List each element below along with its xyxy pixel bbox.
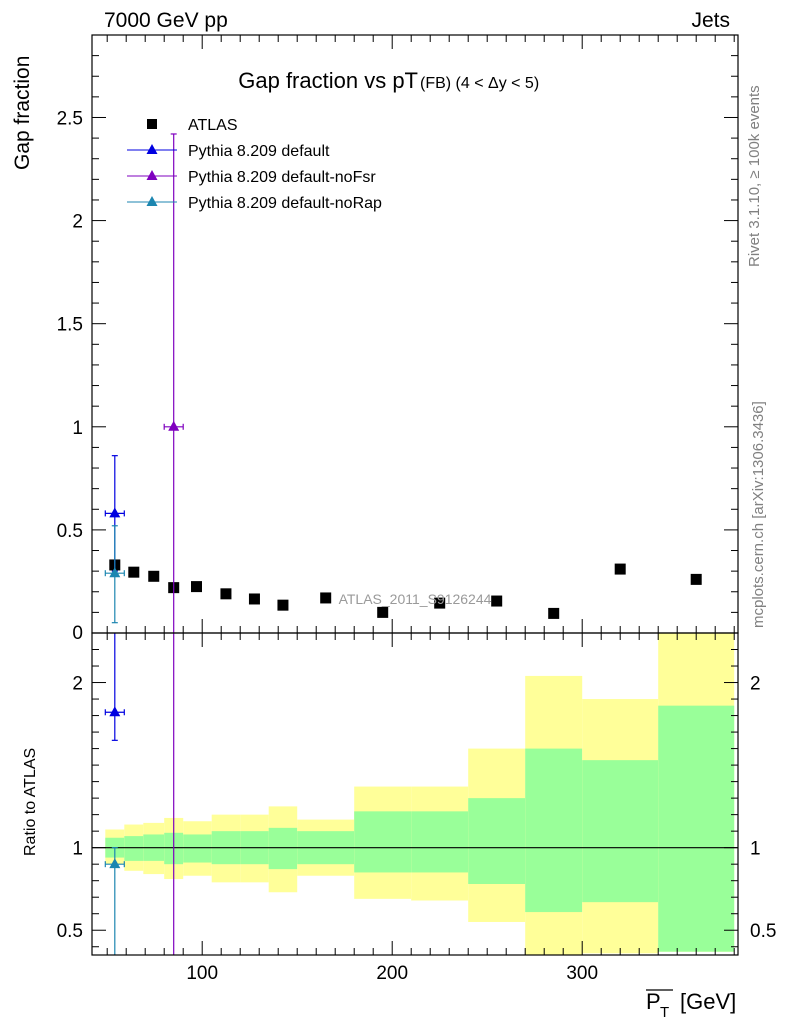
legend-label-atlas: ATLAS	[188, 117, 238, 134]
legend-marker-norap	[146, 196, 158, 206]
atlas-data-point-8	[320, 592, 332, 604]
main-ytick-label-1: 1	[72, 418, 83, 439]
atlas-data-point-5	[220, 588, 232, 600]
tick-labels: 0.5 1 1.5 2 2.5 0 0.5 0.5 1 1 2 2 100 200 300	[57, 108, 777, 984]
ratio-point-s0-0	[109, 706, 121, 717]
atlas-data-point-7	[277, 599, 289, 611]
plot-frames	[91, 34, 739, 956]
main-ytick-label-4: 2.5	[57, 108, 83, 129]
plot-title-suffix: (FB) (4 < Δy < 5)	[420, 75, 539, 92]
legend-marker-default	[146, 144, 158, 154]
analysis-watermark: ATLAS_2011_S9126244	[339, 591, 492, 607]
ratio-ytick-label-left-0: 0.5	[57, 921, 83, 942]
atlas-data-point-10	[434, 597, 446, 609]
header-left: 7000 GeV pp	[104, 9, 228, 32]
atlas-data-point-12	[548, 607, 560, 619]
mc-point-s2-0	[168, 420, 180, 431]
stat-uncertainty-band-13	[582, 760, 659, 903]
axis-ticks	[92, 34, 738, 955]
legend-label-norap: Pythia 8.209 default-noRap	[188, 195, 382, 212]
stat-uncertainty-band-7	[268, 827, 298, 870]
ratio-ytick-label-right-2: 2	[750, 674, 761, 695]
ratio-error-bands	[105, 633, 735, 955]
atlas-data-point-4	[191, 581, 202, 593]
plot-title: Gap fraction vs pT	[238, 68, 418, 93]
stat-uncertainty-band-10	[411, 811, 469, 873]
x-axis-label-p: P	[646, 989, 661, 1014]
ratio-ytick-label-right-1: 1	[750, 839, 761, 860]
header-right: Jets	[691, 9, 730, 32]
stat-uncertainty-band-9	[354, 811, 412, 873]
ratio-point-s2-0	[109, 858, 121, 869]
main-ytick-label-3: 2	[72, 212, 83, 233]
legend: ATLAS Pythia 8.209 default Pythia 8.209 …	[127, 117, 382, 212]
ratio-xtick-label-1: 200	[376, 963, 408, 984]
ratio-ytick-label-left-2: 2	[72, 674, 83, 695]
ratio-plot-marks	[104, 633, 175, 955]
atlas-data-point-2	[148, 570, 160, 582]
atlas-data-point-6	[248, 593, 260, 605]
mc-point-s1-0	[109, 507, 121, 518]
stat-uncertainty-band-14	[658, 705, 735, 952]
main-ytick-label-2: 1.5	[57, 315, 83, 336]
legend-marker-atlas	[147, 119, 157, 129]
ratio-plot-frame	[91, 632, 739, 956]
stat-uncertainty-band-12	[525, 748, 583, 913]
x-axis-label: P T [GeV]	[646, 989, 736, 1021]
atlas-data-point-14	[690, 573, 702, 585]
main-ytick-label-0: 0.5	[57, 521, 83, 542]
mc-point-s3-0	[109, 567, 121, 578]
ratio-ytick-label-left-1: 1	[72, 839, 83, 860]
main-ytick-label-zero: 0	[72, 623, 83, 644]
stat-uncertainty-band-1	[124, 836, 144, 861]
atlas-data-point-9	[377, 606, 389, 618]
atlas-data-point-13	[614, 563, 626, 575]
stat-uncertainty-band-4	[183, 834, 212, 863]
atlas-data-point-1	[128, 566, 140, 578]
ratio-ytick-label-right-0: 0.5	[750, 921, 776, 942]
legend-label-default: Pythia 8.209 default	[188, 143, 330, 160]
x-axis-label-sub: T	[660, 1004, 669, 1021]
stat-uncertainty-band-11	[468, 798, 526, 884]
atlas-data-point-11	[491, 595, 503, 607]
ratio-xtick-label-2: 300	[566, 963, 598, 984]
main-plot-marks	[104, 133, 702, 633]
legend-marker-nofsr	[146, 170, 158, 180]
ratio-xtick-label-0: 100	[186, 963, 218, 984]
x-axis-label-unit: [GeV]	[680, 989, 736, 1014]
legend-label-nofsr: Pythia 8.209 default-noFsr	[188, 169, 376, 186]
